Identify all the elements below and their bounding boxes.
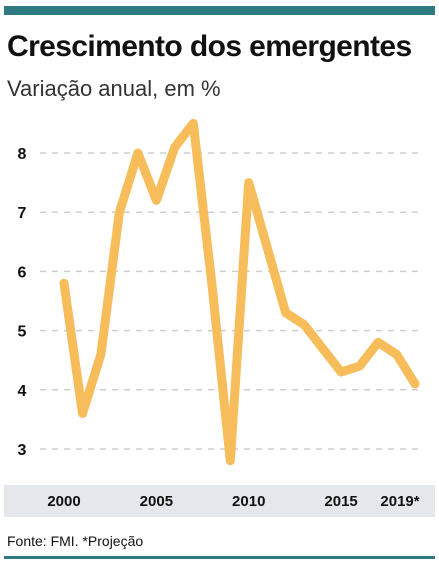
data-point-2018 bbox=[396, 353, 398, 355]
footer-accent-bar bbox=[4, 556, 435, 559]
source-note: Fonte: FMI. *Projeção bbox=[7, 533, 144, 549]
x-tick-label-2010: 2010 bbox=[232, 493, 265, 510]
y-tick-label-3: 3 bbox=[18, 442, 27, 459]
header-accent-bar bbox=[4, 6, 435, 15]
x-tick-label-2019: 2019* bbox=[380, 493, 419, 510]
data-point-2013 bbox=[303, 324, 305, 326]
data-point-2014 bbox=[322, 347, 324, 349]
y-tick-label-8: 8 bbox=[18, 146, 27, 163]
data-point-2012 bbox=[285, 312, 287, 314]
data-point-2008 bbox=[211, 282, 213, 284]
data-point-2011 bbox=[266, 247, 268, 249]
data-point-2005 bbox=[155, 199, 157, 201]
x-axis-ticks: 2000 2005 2010 2015 2019* bbox=[47, 493, 419, 510]
y-tick-label-5: 5 bbox=[18, 324, 27, 341]
y-tick-label-7: 7 bbox=[18, 205, 27, 222]
data-point-2001 bbox=[81, 412, 83, 414]
data-point-2015 bbox=[340, 371, 342, 373]
x-axis-band bbox=[4, 485, 435, 517]
series-layer bbox=[59, 118, 420, 466]
data-point-2004 bbox=[137, 152, 139, 154]
x-tick-label-2000: 2000 bbox=[47, 493, 80, 510]
data-point-2007 bbox=[192, 122, 194, 124]
y-tick-label-6: 6 bbox=[18, 264, 27, 281]
data-point-2009 bbox=[229, 460, 231, 462]
data-point-2010 bbox=[248, 182, 250, 184]
data-point-2017 bbox=[377, 341, 379, 343]
x-tick-label-2015: 2015 bbox=[324, 493, 357, 510]
chart-title: Crescimento dos emergentes bbox=[7, 30, 412, 63]
data-point-2016 bbox=[359, 365, 361, 367]
y-axis-ticks: 3 4 5 6 7 8 bbox=[18, 146, 27, 459]
data-point-2003 bbox=[118, 211, 120, 213]
grid-lines bbox=[40, 152, 418, 450]
y-tick-label-4: 4 bbox=[18, 383, 27, 400]
data-point-2002 bbox=[100, 353, 102, 355]
data-point-2019 bbox=[414, 383, 416, 385]
data-point-2000 bbox=[63, 282, 65, 284]
series-line-0 bbox=[59, 118, 420, 466]
x-tick-label-2005: 2005 bbox=[140, 493, 173, 510]
data-point-2006 bbox=[174, 146, 176, 148]
chart-subtitle: Variação anual, em % bbox=[7, 76, 221, 101]
